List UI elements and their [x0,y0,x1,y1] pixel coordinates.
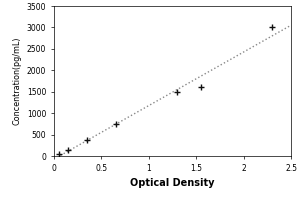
X-axis label: Optical Density: Optical Density [130,178,215,188]
Y-axis label: Concentration(pg/mL): Concentration(pg/mL) [12,37,21,125]
